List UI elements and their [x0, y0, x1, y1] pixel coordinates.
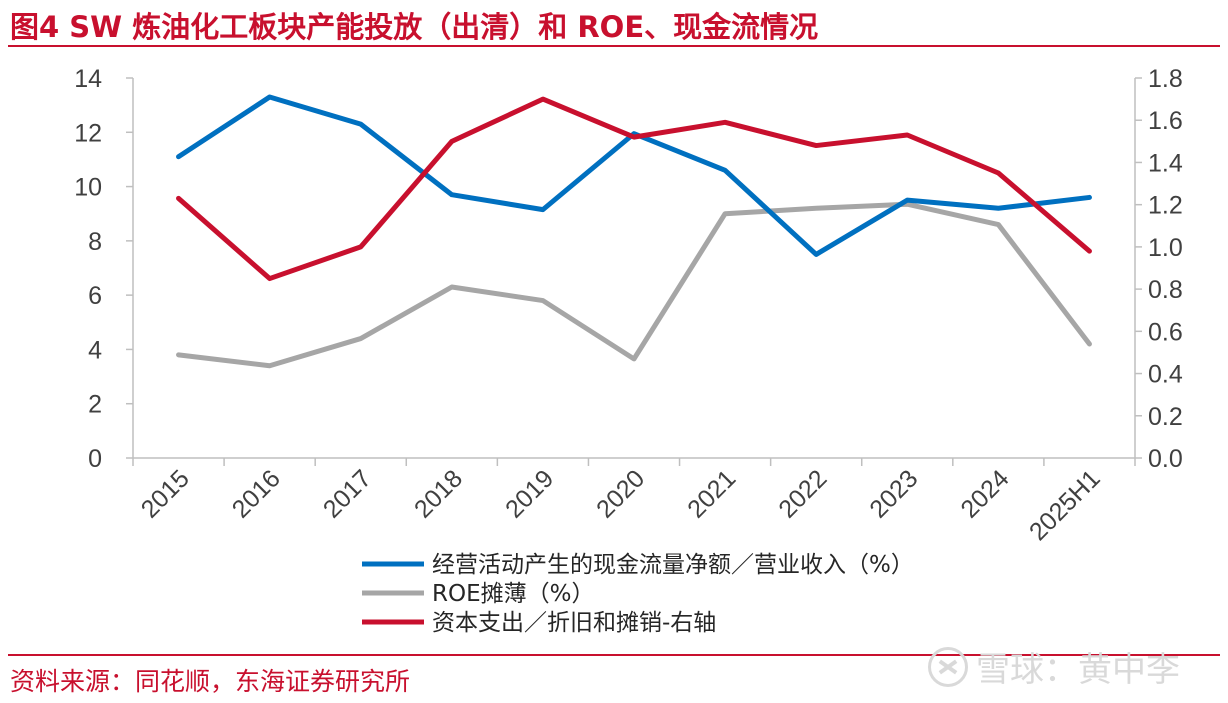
x-tick-label: 2024: [955, 464, 1014, 523]
right-tick-label: 1.4: [1148, 149, 1183, 177]
title-bar: 图4 SW 炼油化工板块产能投放（出清）和 ROE、现金流情况: [0, 0, 1228, 48]
x-tick-label: 2022: [773, 464, 832, 523]
line-chart: 0 2 4 6 8 10 12 14 0.0 0.2 0.4 0.6 0.8 1.0 1.2 1.4 1.6 1.…: [74, 65, 1183, 636]
right-tick-label: 0.4: [1148, 361, 1183, 389]
series-line: [176, 96, 1092, 282]
right-tick-label: 1.2: [1148, 192, 1183, 220]
x-tick-label: 2019: [500, 464, 559, 523]
x-tick-label: 2018: [409, 464, 468, 523]
right-tick-label: 1.6: [1148, 107, 1183, 135]
right-tick-label: 1.8: [1148, 65, 1183, 93]
x-tick-label: 2017: [318, 464, 377, 523]
left-tick-label: 6: [88, 282, 102, 310]
left-tick-label: 14: [74, 65, 102, 93]
chart-legend: 经营活动产生的现金流量净额／营业收入（%） ROE摊薄（%） 资本支出／折旧和摊销-…: [362, 552, 914, 636]
left-tick-label: 12: [74, 119, 102, 147]
right-tick-label: 0.8: [1148, 276, 1183, 304]
left-tick-label: 0: [88, 445, 102, 473]
series-line: [176, 94, 1092, 257]
right-tick-label: 0.2: [1148, 403, 1183, 431]
watermark: 雪球：黄中李: [928, 642, 1180, 691]
watermark-text: 雪球：黄中李: [976, 650, 1180, 690]
chart-series: [176, 94, 1092, 369]
right-tick-label: 1.0: [1148, 234, 1183, 262]
x-tick-label: 2016: [227, 464, 286, 523]
bottom-rule: [8, 654, 1220, 656]
left-tick-label: 8: [88, 228, 102, 256]
left-tick-label: 2: [88, 391, 102, 419]
x-tick-label: 2021: [682, 464, 741, 523]
series-line: [176, 201, 1092, 369]
figure-title: 图4 SW 炼油化工板块产能投放（出清）和 ROE、现金流情况: [10, 10, 819, 44]
legend-label: 资本支出／折旧和摊销-右轴: [432, 610, 716, 636]
title-rule: [8, 45, 1220, 47]
snowball-logo-icon: [928, 646, 968, 687]
legend-label: 经营活动产生的现金流量净额／营业收入（%）: [432, 552, 914, 578]
x-tick-label: 2020: [591, 464, 650, 523]
source-note: 资料来源：同花顺，东海证券研究所: [10, 667, 411, 696]
x-tick-label: 2023: [864, 464, 923, 523]
left-tick-label: 10: [74, 174, 102, 202]
x-tick-label: 2025H1: [1024, 464, 1106, 546]
left-tick-label: 4: [88, 336, 102, 364]
right-tick-label: 0.6: [1148, 318, 1183, 346]
legend-label: ROE摊薄（%）: [432, 581, 594, 607]
x-tick-label: 2015: [136, 464, 195, 523]
right-tick-label: 0.0: [1148, 445, 1183, 473]
